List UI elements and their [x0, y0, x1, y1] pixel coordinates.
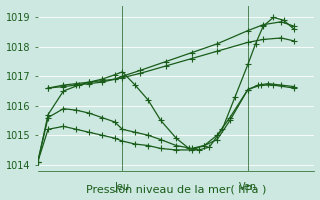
- X-axis label: Pression niveau de la mer( hPa ): Pression niveau de la mer( hPa ): [86, 184, 266, 194]
- Text: Ven: Ven: [239, 182, 257, 192]
- Text: Jeu: Jeu: [115, 182, 130, 192]
